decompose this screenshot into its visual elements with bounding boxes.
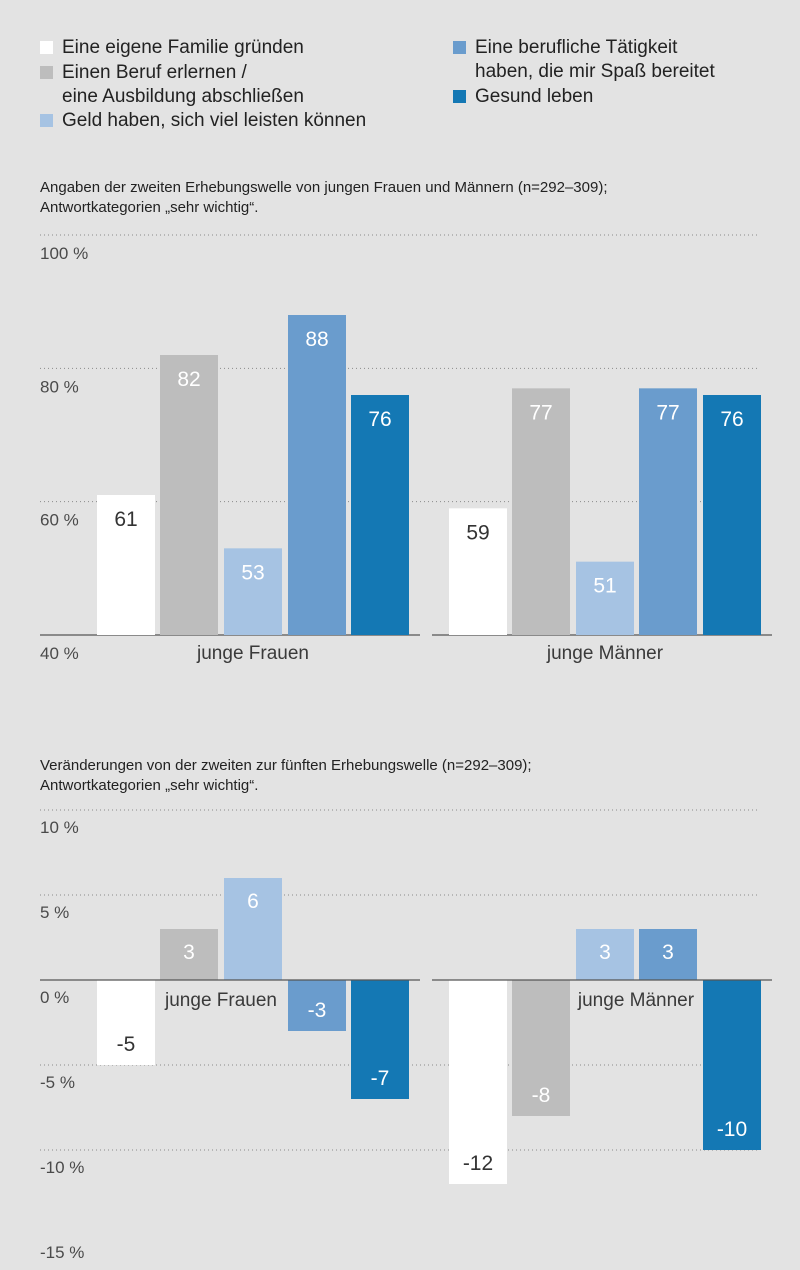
- category-label: junge Männer: [546, 643, 664, 664]
- bar: [160, 355, 218, 635]
- bar: [639, 929, 697, 980]
- y-tick-label: -5 %: [40, 1073, 75, 1092]
- legend-swatch: [40, 114, 53, 127]
- legend-label: Eine eigene Familie gründen: [62, 37, 304, 58]
- bar: [351, 395, 409, 635]
- chart-1-subtitle: Angaben der zweiten Erhebungswelle von j…: [40, 179, 608, 216]
- bar: [449, 508, 507, 635]
- data-label: 51: [593, 575, 616, 598]
- legend-item-gesund: Gesund leben: [453, 85, 593, 109]
- data-label: -5: [117, 1033, 136, 1056]
- legend-label: Geld haben, sich viel leisten können: [62, 110, 367, 131]
- legend: Eine eigene Familie gründen Einen Beruf …: [40, 36, 780, 136]
- data-label: 88: [305, 328, 328, 351]
- data-label: -8: [532, 1084, 551, 1107]
- bar: [449, 980, 507, 1184]
- bar: [351, 980, 409, 1099]
- bar: [576, 561, 634, 635]
- bar: [160, 929, 218, 980]
- bar: [97, 980, 155, 1065]
- data-label: -3: [308, 999, 327, 1022]
- bar: [576, 929, 634, 980]
- legend-label: Eine berufliche Tätigkeit haben, die mir…: [475, 37, 715, 82]
- data-label: 61: [114, 508, 137, 531]
- legend-swatch: [453, 41, 466, 54]
- bar: [639, 388, 697, 635]
- bar: [288, 980, 346, 1031]
- data-label: 59: [466, 521, 489, 544]
- legend-item-beruf: Einen Beruf erlernen / eine Ausbildung a…: [40, 61, 304, 109]
- category-label: junge Frauen: [164, 990, 277, 1011]
- category-label: junge Frauen: [196, 643, 309, 664]
- data-label: 3: [662, 941, 674, 964]
- legend-item-geld: Geld haben, sich viel leisten können: [40, 109, 366, 133]
- chart-2-subtitle: Veränderungen von der zweiten zur fünfte…: [40, 757, 532, 794]
- data-label: 77: [529, 401, 552, 424]
- bar: [224, 548, 282, 635]
- legend-label: Gesund leben: [475, 86, 594, 107]
- bar: [512, 980, 570, 1116]
- bar: [512, 388, 570, 635]
- data-label: 76: [720, 408, 743, 431]
- bar: [703, 395, 761, 635]
- data-label: 6: [247, 890, 259, 913]
- data-label: -12: [463, 1152, 493, 1175]
- legend-swatch: [40, 41, 53, 54]
- y-tick-label: 100 %: [40, 244, 88, 263]
- bar: [97, 495, 155, 635]
- y-tick-label: 5 %: [40, 903, 69, 922]
- legend-label: Einen Beruf erlernen / eine Ausbildung a…: [62, 62, 304, 107]
- data-label: 3: [599, 941, 611, 964]
- chart-1-svg: 100 % 80 % 60 % 40 % junge Frauen 61 82 53 88 76 j…: [40, 234, 772, 664]
- category-label: junge Männer: [577, 990, 695, 1011]
- bar: [288, 315, 346, 635]
- data-label: 53: [241, 561, 264, 584]
- y-tick-label: 80 %: [40, 377, 79, 396]
- y-tick-label: -10 %: [40, 1158, 84, 1177]
- data-label: -10: [717, 1118, 747, 1141]
- y-tick-label: 60 %: [40, 511, 79, 530]
- data-label: 76: [368, 408, 391, 431]
- data-label: 82: [177, 368, 200, 391]
- legend-item-familie: Eine eigene Familie gründen: [40, 36, 304, 60]
- chart-2-svg: 10 % 5 % 0 % -5 % -10 % -15 % -5 3 6 -3 -7 -12 -8 3 3 -…: [40, 809, 772, 1262]
- data-label: 77: [656, 401, 679, 424]
- legend-swatch: [453, 90, 466, 103]
- y-tick-label: 40 %: [40, 644, 79, 663]
- data-label: -7: [371, 1067, 390, 1090]
- legend-item-taetigkeit: Eine berufliche Tätigkeit haben, die mir…: [453, 36, 715, 84]
- y-tick-label: 0 %: [40, 988, 69, 1007]
- y-tick-label: -15 %: [40, 1243, 84, 1262]
- data-label: 3: [183, 941, 195, 964]
- legend-swatch: [40, 66, 53, 79]
- bar: [703, 980, 761, 1150]
- y-tick-label: 10 %: [40, 818, 79, 837]
- bar: [224, 878, 282, 980]
